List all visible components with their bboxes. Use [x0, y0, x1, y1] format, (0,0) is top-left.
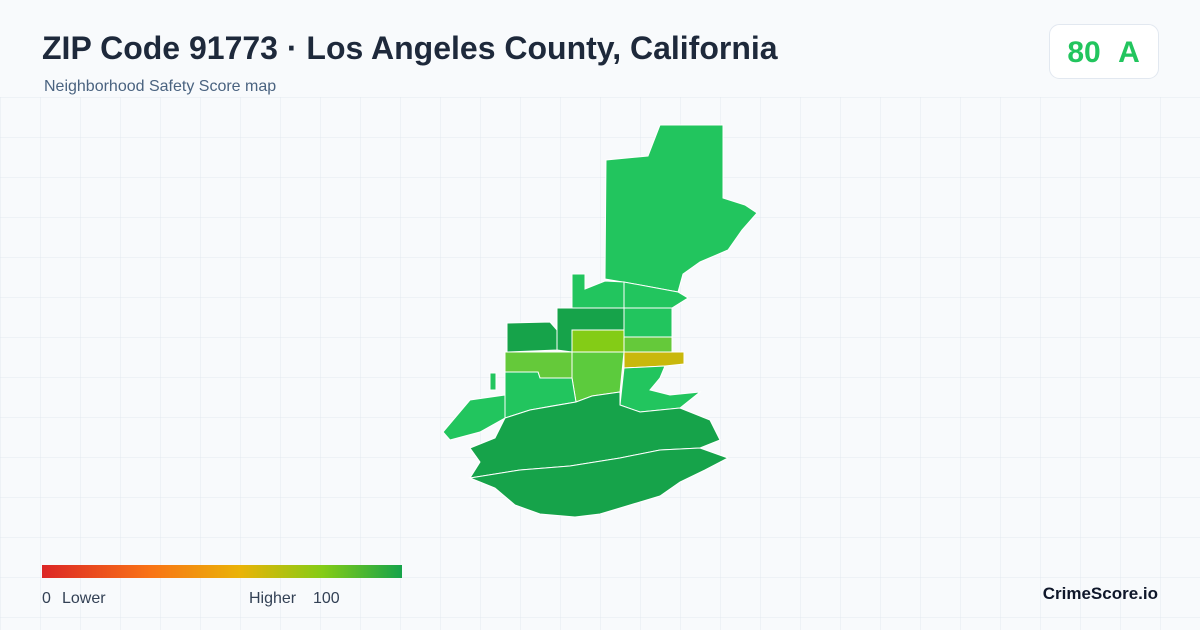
region: [506, 321, 558, 353]
legend-min-label: Lower: [62, 590, 106, 607]
region: [571, 329, 625, 353]
score-badge: [1049, 24, 1159, 79]
legend-max: 100: [313, 590, 340, 607]
subtitle: Neighborhood Safety Score map: [44, 78, 276, 95]
title: ZIP Code 91773 · Los Angeles County, Cal…: [42, 30, 778, 66]
brand: CrimeScore.io: [1043, 584, 1158, 603]
region: [468, 447, 730, 518]
score-grade: A: [1118, 36, 1140, 69]
region: [623, 351, 685, 369]
score-value: 80: [1067, 36, 1100, 69]
legend-max-label: Higher: [249, 590, 297, 607]
region: [623, 281, 689, 309]
region: [623, 307, 673, 338]
region: [623, 336, 673, 353]
legend-gradient: [42, 565, 402, 578]
region: [468, 391, 721, 479]
legend-min: 0: [42, 590, 51, 607]
map: [442, 124, 758, 518]
